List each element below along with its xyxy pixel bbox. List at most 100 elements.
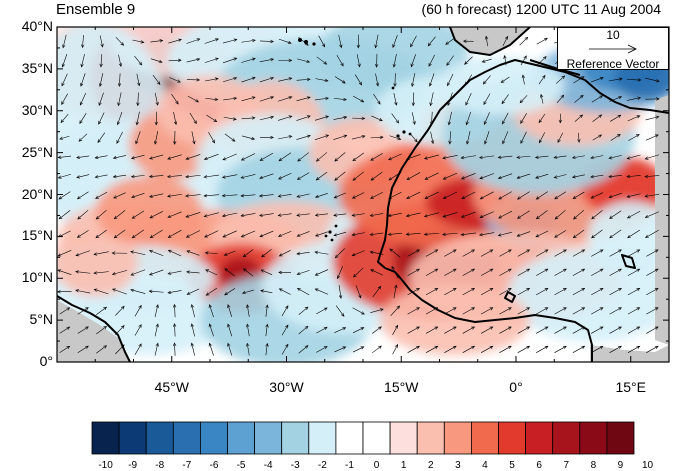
wind-vector — [205, 269, 218, 276]
wind-vector — [591, 307, 604, 315]
anomaly-patch — [57, 226, 139, 297]
wind-vector — [203, 194, 220, 198]
wind-vector — [131, 210, 145, 219]
wind-vector — [265, 323, 269, 337]
wind-vector — [222, 230, 237, 238]
wind-vector — [499, 249, 512, 257]
wind-vector — [445, 37, 455, 45]
wind-vector — [278, 115, 293, 121]
wind-vector — [644, 174, 660, 179]
wind-vector — [59, 307, 71, 315]
wind-vector — [148, 174, 164, 179]
wind-vector — [186, 57, 201, 63]
wind-vector — [246, 342, 250, 356]
wind-vector — [118, 54, 123, 68]
wind-vector — [553, 174, 567, 179]
wind-vector — [502, 112, 509, 125]
wind-vector — [95, 191, 108, 199]
wind-vector — [480, 307, 494, 315]
forecast-title: (60 h forecast) 1200 UTC 11 Aug 2004 — [421, 1, 661, 17]
wind-vector — [169, 77, 181, 83]
wind-vector — [278, 58, 293, 63]
wind-vector — [590, 192, 604, 199]
wind-vector — [537, 56, 547, 65]
wind-vector — [571, 155, 585, 160]
wind-vector — [535, 230, 549, 238]
wind-vector — [240, 230, 256, 238]
wind-vector — [315, 171, 328, 181]
wind-vector — [77, 345, 89, 353]
wind-vector — [281, 343, 289, 355]
wind-vector — [93, 251, 109, 256]
wind-vector — [223, 76, 238, 83]
wind-vector — [278, 152, 292, 162]
wind-vector — [430, 131, 435, 145]
wind-vector — [98, 73, 104, 87]
wind-vector — [466, 131, 471, 145]
wind-vector — [627, 268, 641, 276]
wind-vector — [57, 250, 72, 257]
wind-vector — [609, 96, 623, 102]
wind-vector — [462, 345, 476, 353]
wind-vector — [149, 229, 163, 239]
wind-vector — [369, 232, 384, 237]
wind-vector — [392, 324, 399, 336]
wind-vector — [277, 194, 292, 198]
wind-vector — [167, 193, 182, 198]
wind-vector — [167, 211, 182, 218]
wind-vector — [351, 213, 365, 217]
wind-vector — [388, 191, 402, 199]
north-coast-east — [529, 59, 581, 76]
wind-vector — [389, 248, 401, 258]
colorbar-swatch — [470, 421, 499, 455]
wind-vector — [554, 268, 567, 276]
wind-vector — [407, 288, 420, 296]
wind-vector — [572, 288, 586, 296]
wind-vector — [333, 115, 348, 120]
wind-vector — [227, 342, 233, 356]
wind-vector — [351, 192, 365, 199]
wind-vector — [517, 268, 531, 276]
wind-vector — [425, 326, 439, 334]
wind-vector — [558, 113, 562, 124]
wind-vector — [95, 209, 107, 220]
wind-vector — [96, 325, 108, 335]
reference-vector-magnitude: 10 — [606, 28, 620, 42]
wind-vector — [205, 97, 219, 102]
wind-vector — [333, 134, 348, 140]
wind-vector — [338, 34, 343, 49]
wind-vector — [112, 288, 127, 295]
wind-vector — [406, 172, 421, 181]
wind-vector — [278, 288, 291, 295]
anomaly-patch — [506, 248, 669, 342]
colorbar-label: -5 — [236, 460, 246, 471]
wind-vector — [240, 153, 256, 161]
wind-vector — [557, 132, 564, 143]
wind-vector — [646, 268, 659, 276]
wind-vector — [190, 342, 195, 356]
wind-vector — [572, 229, 585, 239]
wind-vector — [167, 270, 182, 275]
lat-label: 5°N — [29, 311, 54, 328]
wind-vector — [387, 212, 402, 218]
wind-vector — [626, 210, 641, 219]
wind-vector — [173, 112, 178, 126]
wind-vector — [351, 135, 366, 140]
wind-vector — [572, 345, 586, 353]
wind-vector — [502, 35, 509, 47]
colorbar-label: 0 — [373, 460, 380, 471]
wind-vector — [591, 249, 604, 257]
wind-vector — [427, 36, 436, 47]
wind-vector — [259, 76, 275, 83]
wind-vector — [79, 112, 87, 125]
south-america-coastline — [57, 295, 131, 362]
wind-vector — [464, 74, 473, 86]
wind-vector — [131, 193, 145, 199]
wind-vector — [555, 75, 566, 84]
wind-vector — [370, 269, 383, 276]
wind-vector — [186, 38, 201, 44]
wind-vector — [536, 249, 549, 257]
wind-vector — [296, 115, 311, 121]
wind-vector — [134, 343, 142, 356]
wind-vector — [314, 250, 329, 255]
